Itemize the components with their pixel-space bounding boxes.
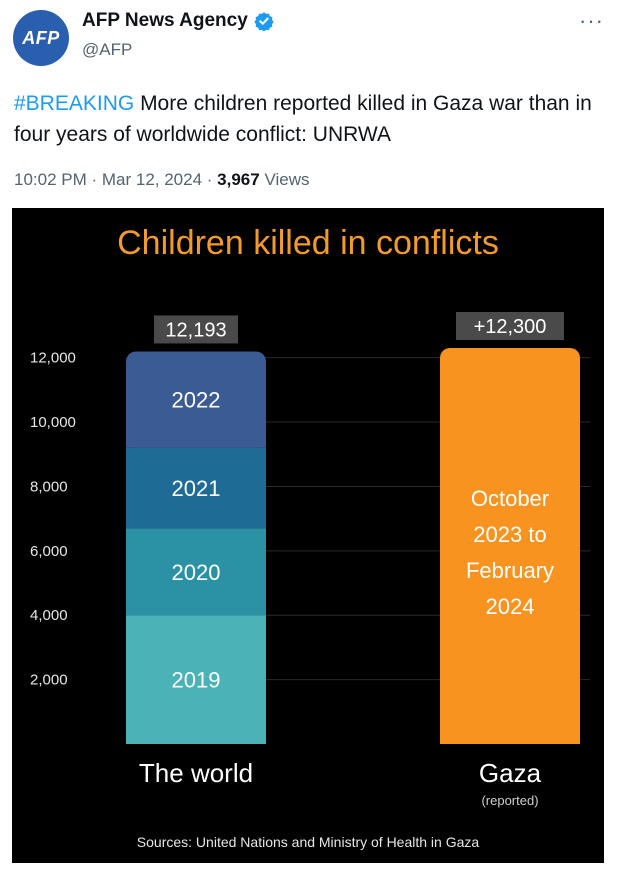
total-label-world: 12,193	[165, 319, 226, 341]
category-sublabel-gaza: (reported)	[481, 793, 538, 808]
y-tick-label: 2,000	[30, 672, 68, 689]
views-label: Views	[264, 170, 310, 189]
avatar[interactable]: AFP	[13, 10, 69, 66]
segment-label: 2022	[172, 388, 221, 413]
hashtag-link[interactable]: #BREAKING	[14, 92, 135, 115]
verified-badge-icon	[254, 12, 274, 31]
chart-source: Sources: United Nations and Ministry of …	[137, 834, 480, 850]
display-name[interactable]: AFP News Agency	[82, 10, 248, 31]
gaza-bar-label: 2024	[486, 594, 535, 619]
total-label-gaza: +12,300	[474, 316, 547, 338]
total-box-gaza	[456, 312, 564, 340]
gaza-bar-label: October	[471, 486, 549, 511]
bar-segment-2021	[126, 447, 266, 529]
tweet-time[interactable]: 10:02 PM	[14, 170, 87, 189]
tweet-meta: 10:02 PM · Mar 12, 2024 · 3,967 Views	[14, 170, 310, 189]
bar-gaza-fill	[440, 360, 580, 744]
segment-label: 2020	[172, 560, 221, 585]
handle[interactable]: @AFP	[82, 40, 133, 59]
gaza-bar-label: 2023 to	[473, 522, 546, 547]
bar-segment-2019	[126, 615, 266, 744]
more-options-icon[interactable]: ···	[579, 8, 604, 33]
segment-label: 2021	[172, 476, 221, 501]
avatar-text: AFP	[22, 27, 60, 48]
y-tick-label: 10,000	[30, 414, 76, 431]
total-box-world	[154, 315, 238, 344]
category-label-world: The world	[139, 758, 253, 788]
segment-label: 2019	[172, 668, 221, 693]
chart-title: Children killed in conflicts	[117, 224, 499, 262]
category-label-gaza: Gaza	[479, 758, 542, 788]
y-tick-label: 8,000	[30, 478, 68, 495]
tweet-body: More children reported killed in Gaza wa…	[14, 92, 592, 146]
y-tick-label: 6,000	[30, 543, 68, 560]
tweet-text: #BREAKING More children reported killed …	[14, 88, 604, 150]
gaza-bar-label: February	[466, 558, 554, 583]
bar-segment-fill	[126, 363, 266, 448]
views-count: 3,967	[217, 170, 260, 189]
y-tick-label: 12,000	[30, 350, 76, 367]
chart-svg: Children killed in conflicts 2,000 4,000 6,…	[30, 224, 590, 850]
bar-segment-2020	[126, 528, 266, 616]
tweet-media-chart[interactable]: Children killed in conflicts 2,000 4,000 6,…	[12, 208, 604, 863]
tweet-date[interactable]: Mar 12, 2024	[101, 170, 203, 189]
y-tick-label: 4,000	[30, 607, 68, 624]
